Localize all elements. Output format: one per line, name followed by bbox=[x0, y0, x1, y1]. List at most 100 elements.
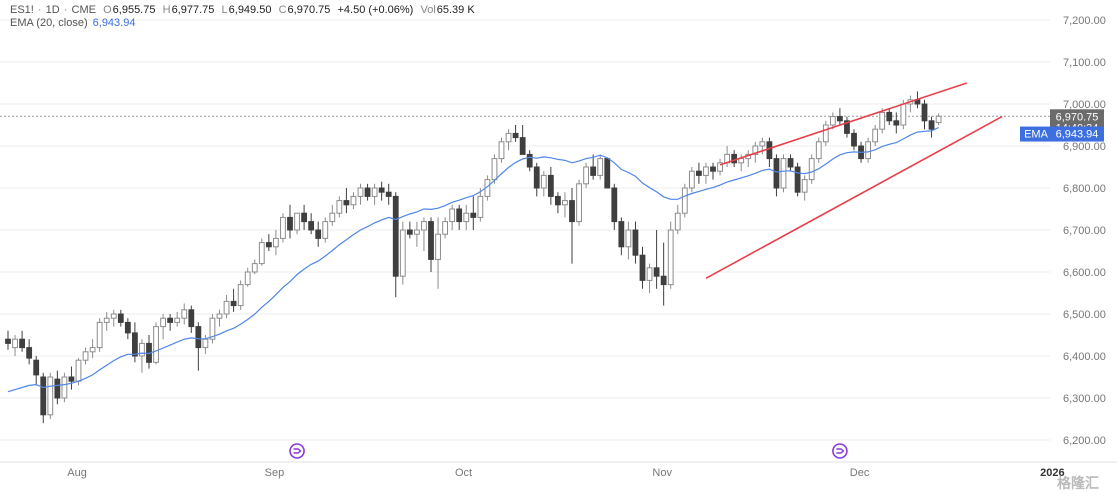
candle bbox=[153, 322, 159, 365]
candle bbox=[928, 116, 935, 138]
event-flag-icon[interactable] bbox=[289, 443, 305, 459]
candle bbox=[378, 181, 385, 201]
x-tick-label: 2026 bbox=[1040, 467, 1064, 479]
candle bbox=[315, 221, 322, 247]
candle bbox=[533, 162, 540, 197]
volume-value: 65.39 K bbox=[436, 4, 475, 16]
candle bbox=[209, 314, 216, 344]
candle bbox=[590, 154, 597, 180]
candle bbox=[576, 179, 582, 226]
candle bbox=[893, 112, 900, 134]
x-tick-label: Aug bbox=[67, 467, 87, 479]
candle bbox=[569, 188, 575, 264]
candle bbox=[280, 213, 286, 243]
candle bbox=[555, 192, 561, 214]
candle bbox=[216, 309, 223, 327]
trendline[interactable] bbox=[719, 82, 968, 166]
candle bbox=[174, 311, 181, 327]
candle bbox=[188, 305, 195, 333]
chart-grid bbox=[0, 19, 1117, 463]
ema-tag-label: EMA bbox=[1024, 129, 1049, 141]
candle bbox=[103, 311, 110, 331]
ema-legend[interactable]: EMA (20, close) 6,943.94 bbox=[10, 17, 136, 29]
candle bbox=[230, 288, 237, 312]
candle bbox=[562, 192, 568, 218]
candle bbox=[463, 204, 470, 230]
candle bbox=[597, 154, 604, 180]
candle bbox=[54, 370, 61, 405]
candle bbox=[470, 196, 477, 230]
separator: · bbox=[63, 4, 68, 16]
x-axis: AugSepOctNovDec2026Feb bbox=[67, 467, 1064, 479]
candle bbox=[294, 212, 300, 235]
candle bbox=[865, 137, 872, 163]
candle bbox=[336, 196, 343, 218]
candle bbox=[703, 162, 709, 184]
trendline[interactable] bbox=[705, 115, 1003, 280]
ema-value: 6,943.94 bbox=[92, 17, 136, 29]
event-flag-icon[interactable] bbox=[832, 443, 848, 459]
open-value: 6,955.75 bbox=[112, 4, 156, 16]
ema-tag bbox=[1020, 126, 1104, 142]
candle bbox=[837, 108, 843, 125]
y-tick-label: 6,200.00 bbox=[1063, 435, 1106, 447]
ema-line bbox=[7, 126, 939, 393]
candle bbox=[26, 339, 33, 365]
candle bbox=[47, 372, 54, 419]
close-value: 6,970.75 bbox=[287, 4, 331, 16]
candle bbox=[392, 192, 399, 298]
trendlines bbox=[705, 82, 1003, 280]
separator: · bbox=[37, 4, 42, 16]
candle bbox=[717, 158, 723, 176]
candle bbox=[731, 150, 738, 167]
y-tick-label: 6,400.00 bbox=[1063, 351, 1106, 363]
candle bbox=[583, 162, 590, 188]
candle bbox=[646, 263, 653, 293]
candle bbox=[674, 204, 681, 235]
candle bbox=[604, 158, 611, 189]
candle bbox=[442, 217, 449, 239]
candle bbox=[632, 221, 639, 264]
candle bbox=[350, 192, 357, 209]
candle bbox=[907, 95, 914, 113]
volume-key: Vol bbox=[420, 4, 436, 16]
ema-tag-value: 6,943.94 bbox=[1056, 129, 1099, 141]
candle bbox=[146, 335, 152, 369]
candle bbox=[822, 120, 829, 146]
y-tick-label: 6,800.00 bbox=[1063, 183, 1106, 195]
candle bbox=[921, 99, 928, 130]
candle bbox=[124, 318, 131, 340]
interval[interactable]: 1D bbox=[45, 4, 60, 16]
candle bbox=[428, 217, 434, 272]
candle bbox=[322, 217, 329, 243]
candle bbox=[421, 217, 427, 251]
high-key: H bbox=[162, 4, 171, 16]
candle bbox=[237, 280, 244, 310]
y-tick-label: 6,500.00 bbox=[1063, 309, 1106, 321]
candle bbox=[399, 221, 406, 285]
candle bbox=[435, 217, 441, 289]
candle bbox=[766, 137, 773, 167]
y-tick-label: 7,200.00 bbox=[1063, 15, 1106, 27]
y-tick-label: 6,600.00 bbox=[1063, 267, 1106, 279]
candle bbox=[710, 162, 716, 180]
candle bbox=[265, 234, 272, 251]
close-key: C bbox=[278, 4, 287, 16]
candle bbox=[117, 309, 124, 327]
candle bbox=[498, 137, 505, 163]
candle bbox=[19, 330, 26, 352]
ema-label: EMA (20, close) bbox=[10, 17, 88, 29]
current-price-value: 6,970.75 bbox=[1056, 111, 1099, 123]
ohlc-legend: ES1! · 1D · CME O6,955.75 H6,977.75 L6,9… bbox=[10, 4, 476, 16]
candle bbox=[512, 125, 519, 142]
x-tick-label: Sep bbox=[265, 467, 285, 479]
symbol[interactable]: ES1! bbox=[10, 4, 34, 16]
event-markers bbox=[289, 443, 848, 459]
candle bbox=[688, 167, 695, 193]
candle bbox=[12, 335, 18, 356]
y-tick-label: 6,300.00 bbox=[1063, 393, 1106, 405]
candle bbox=[61, 372, 68, 403]
candle bbox=[258, 238, 265, 266]
candle bbox=[456, 204, 463, 230]
